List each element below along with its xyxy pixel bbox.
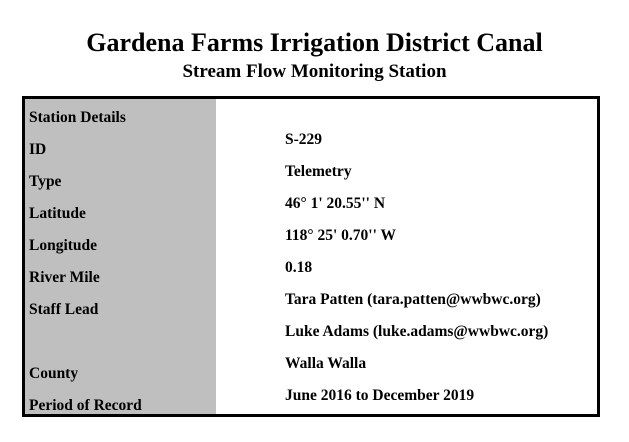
row-label: Staff Lead <box>29 301 99 318</box>
row-label: Longitude <box>29 237 98 254</box>
subtitle: Stream Flow Monitoring Station <box>182 61 447 82</box>
row-value: Walla Walla <box>285 355 367 372</box>
row-value: Telemetry <box>285 163 352 180</box>
row-value: June 2016 to December 2019 <box>285 387 475 404</box>
row-value: 118° 25' 0.70'' W <box>285 227 396 244</box>
row-label: ID <box>29 141 47 158</box>
label-column <box>25 99 216 414</box>
row-value: S-229 <box>285 131 323 148</box>
row-label: Type <box>29 173 62 190</box>
row-label: Latitude <box>29 205 86 222</box>
row-value: Luke Adams (luke.adams@wwbwc.org) <box>285 323 549 340</box>
row-label: Period of Record <box>29 397 142 414</box>
station-table: Station Details ID S-229 Type Telemetry Latit… <box>22 96 600 417</box>
title: Gardena Farms Irrigation District Canal <box>86 28 543 57</box>
row-value: Tara Patten (tara.patten@wwbwc.org) <box>285 291 541 308</box>
row-value: 46° 1' 20.55'' N <box>285 195 386 212</box>
row-label: County <box>29 365 79 382</box>
row-value: 0.18 <box>285 259 313 276</box>
row-label: River Mile <box>29 269 100 286</box>
row-label: Station Details <box>29 109 126 126</box>
